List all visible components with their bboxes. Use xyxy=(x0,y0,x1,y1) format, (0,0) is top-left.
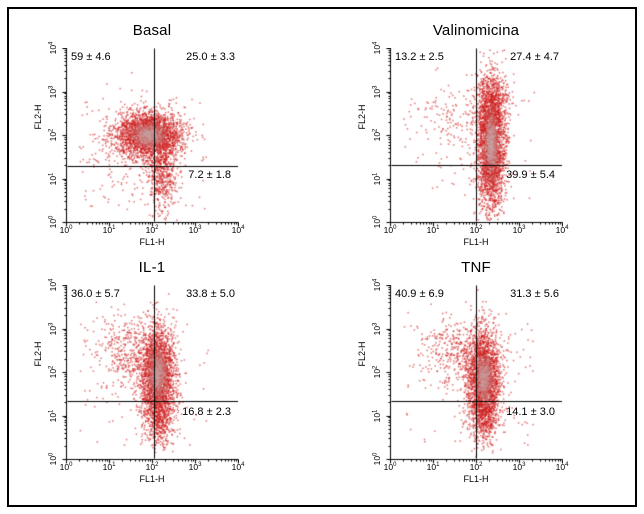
x-tick-label: 100 xyxy=(59,461,73,472)
x-tick-label: 104 xyxy=(231,461,245,472)
panel-title: Basal xyxy=(132,22,172,39)
quadrant-stat-lower-right: 7.2 ± 1.8 xyxy=(188,169,231,181)
y-tick-label: 102 xyxy=(48,128,59,142)
x-tick-label: 100 xyxy=(383,224,397,235)
x-tick-label: 101 xyxy=(426,224,440,235)
panel-title: TNF xyxy=(461,259,491,276)
y-tick-label: 103 xyxy=(48,322,59,335)
quadrant-stat-upper-left: 13.2 ± 2.5 xyxy=(395,51,444,63)
scatter-canvas xyxy=(382,285,563,469)
y-tick-label: 103 xyxy=(48,85,59,98)
scatter-canvas xyxy=(58,285,239,469)
y-tick-label: 100 xyxy=(48,215,59,229)
x-axis-label: FL1-H xyxy=(463,474,489,484)
x-tick-label: 103 xyxy=(512,224,526,235)
quadrant-stat-upper-right: 25.0 ± 3.3 xyxy=(186,51,235,63)
x-tick-label: 100 xyxy=(383,461,397,472)
plot-area: 100 101 102 103 104 100 101 102 103 104 40.9 ± 6… xyxy=(372,279,568,472)
quadrant-stat-lower-right: 39.9 ± 5.4 xyxy=(506,169,555,181)
quadrant-stat-lower-right: 16.8 ± 2.3 xyxy=(182,406,231,418)
scatter-canvas xyxy=(58,48,239,232)
x-tick-label: 101 xyxy=(426,461,440,472)
x-tick-label: 101 xyxy=(102,224,116,235)
x-axis-label: FL1-H xyxy=(139,474,165,484)
plot-area: 100 101 102 103 104 100 101 102 103 104 59 ± 4.6… xyxy=(48,42,244,235)
x-tick-label: 102 xyxy=(145,461,159,472)
x-tick-label: 104 xyxy=(555,461,569,472)
x-tick-label: 104 xyxy=(555,224,569,235)
y-tick-label: 104 xyxy=(48,278,59,292)
y-axis-label: FL2-H xyxy=(33,341,43,367)
quadrant-stat-upper-left: 36.0 ± 5.7 xyxy=(71,288,120,300)
x-axis-label: FL1-H xyxy=(139,237,165,247)
x-axis-label: FL1-H xyxy=(463,237,489,247)
panel-tnf: TNF FL2-H 100 101 102 103 104 100 101 102 103 10… xyxy=(338,259,628,499)
x-tick-label: 100 xyxy=(59,224,73,235)
panel-valinomicina: Valinomicina FL2-H 100 101 102 103 104 100 10… xyxy=(338,22,628,262)
quadrant-stat-upper-right: 27.4 ± 4.7 xyxy=(510,51,559,63)
y-tick-label: 103 xyxy=(372,85,383,98)
y-tick-label: 104 xyxy=(48,41,59,55)
y-tick-label: 101 xyxy=(372,172,383,185)
x-tick-label: 101 xyxy=(102,461,116,472)
x-tick-label: 102 xyxy=(469,224,483,235)
y-axis-label: FL2-H xyxy=(357,104,367,130)
y-tick-label: 102 xyxy=(372,128,383,142)
quadrant-stat-upper-left: 59 ± 4.6 xyxy=(71,51,111,63)
quadrant-stat-lower-right: 14.1 ± 3.0 xyxy=(506,406,555,418)
x-tick-label: 103 xyxy=(512,461,526,472)
panel-il-1: IL-1 FL2-H 100 101 102 103 104 100 101 102 103 1… xyxy=(14,259,304,499)
x-tick-label: 102 xyxy=(145,224,159,235)
panel-title: IL-1 xyxy=(138,259,166,276)
y-axis-label: FL2-H xyxy=(33,104,43,130)
x-tick-label: 103 xyxy=(188,461,202,472)
quadrant-stat-upper-right: 33.8 ± 5.0 xyxy=(186,288,235,300)
y-axis-label: FL2-H xyxy=(357,341,367,367)
figure-border: Basal FL2-H 100 101 102 103 104 100 101 102 103… xyxy=(7,7,637,507)
y-tick-label: 102 xyxy=(372,365,383,379)
panel-title: Valinomicina xyxy=(432,22,520,39)
plot-area: 100 101 102 103 104 100 101 102 103 104 13.2 ± 2… xyxy=(372,42,568,235)
plot-area: 100 101 102 103 104 100 101 102 103 104 36.0 ± 5… xyxy=(48,279,244,472)
y-tick-label: 100 xyxy=(372,452,383,466)
panel-basal: Basal FL2-H 100 101 102 103 104 100 101 102 103… xyxy=(14,22,304,262)
y-tick-label: 101 xyxy=(372,409,383,422)
y-tick-label: 102 xyxy=(48,365,59,379)
y-tick-label: 101 xyxy=(48,409,59,422)
x-tick-label: 104 xyxy=(231,224,245,235)
y-tick-label: 100 xyxy=(48,452,59,466)
quadrant-stat-upper-right: 31.3 ± 5.6 xyxy=(510,288,559,300)
y-tick-label: 101 xyxy=(48,172,59,185)
y-tick-label: 100 xyxy=(372,215,383,229)
x-tick-label: 102 xyxy=(469,461,483,472)
quadrant-stat-upper-left: 40.9 ± 6.9 xyxy=(395,288,444,300)
scatter-canvas xyxy=(382,48,563,232)
y-tick-label: 104 xyxy=(372,41,383,55)
y-tick-label: 104 xyxy=(372,278,383,292)
y-tick-label: 103 xyxy=(372,322,383,335)
x-tick-label: 103 xyxy=(188,224,202,235)
